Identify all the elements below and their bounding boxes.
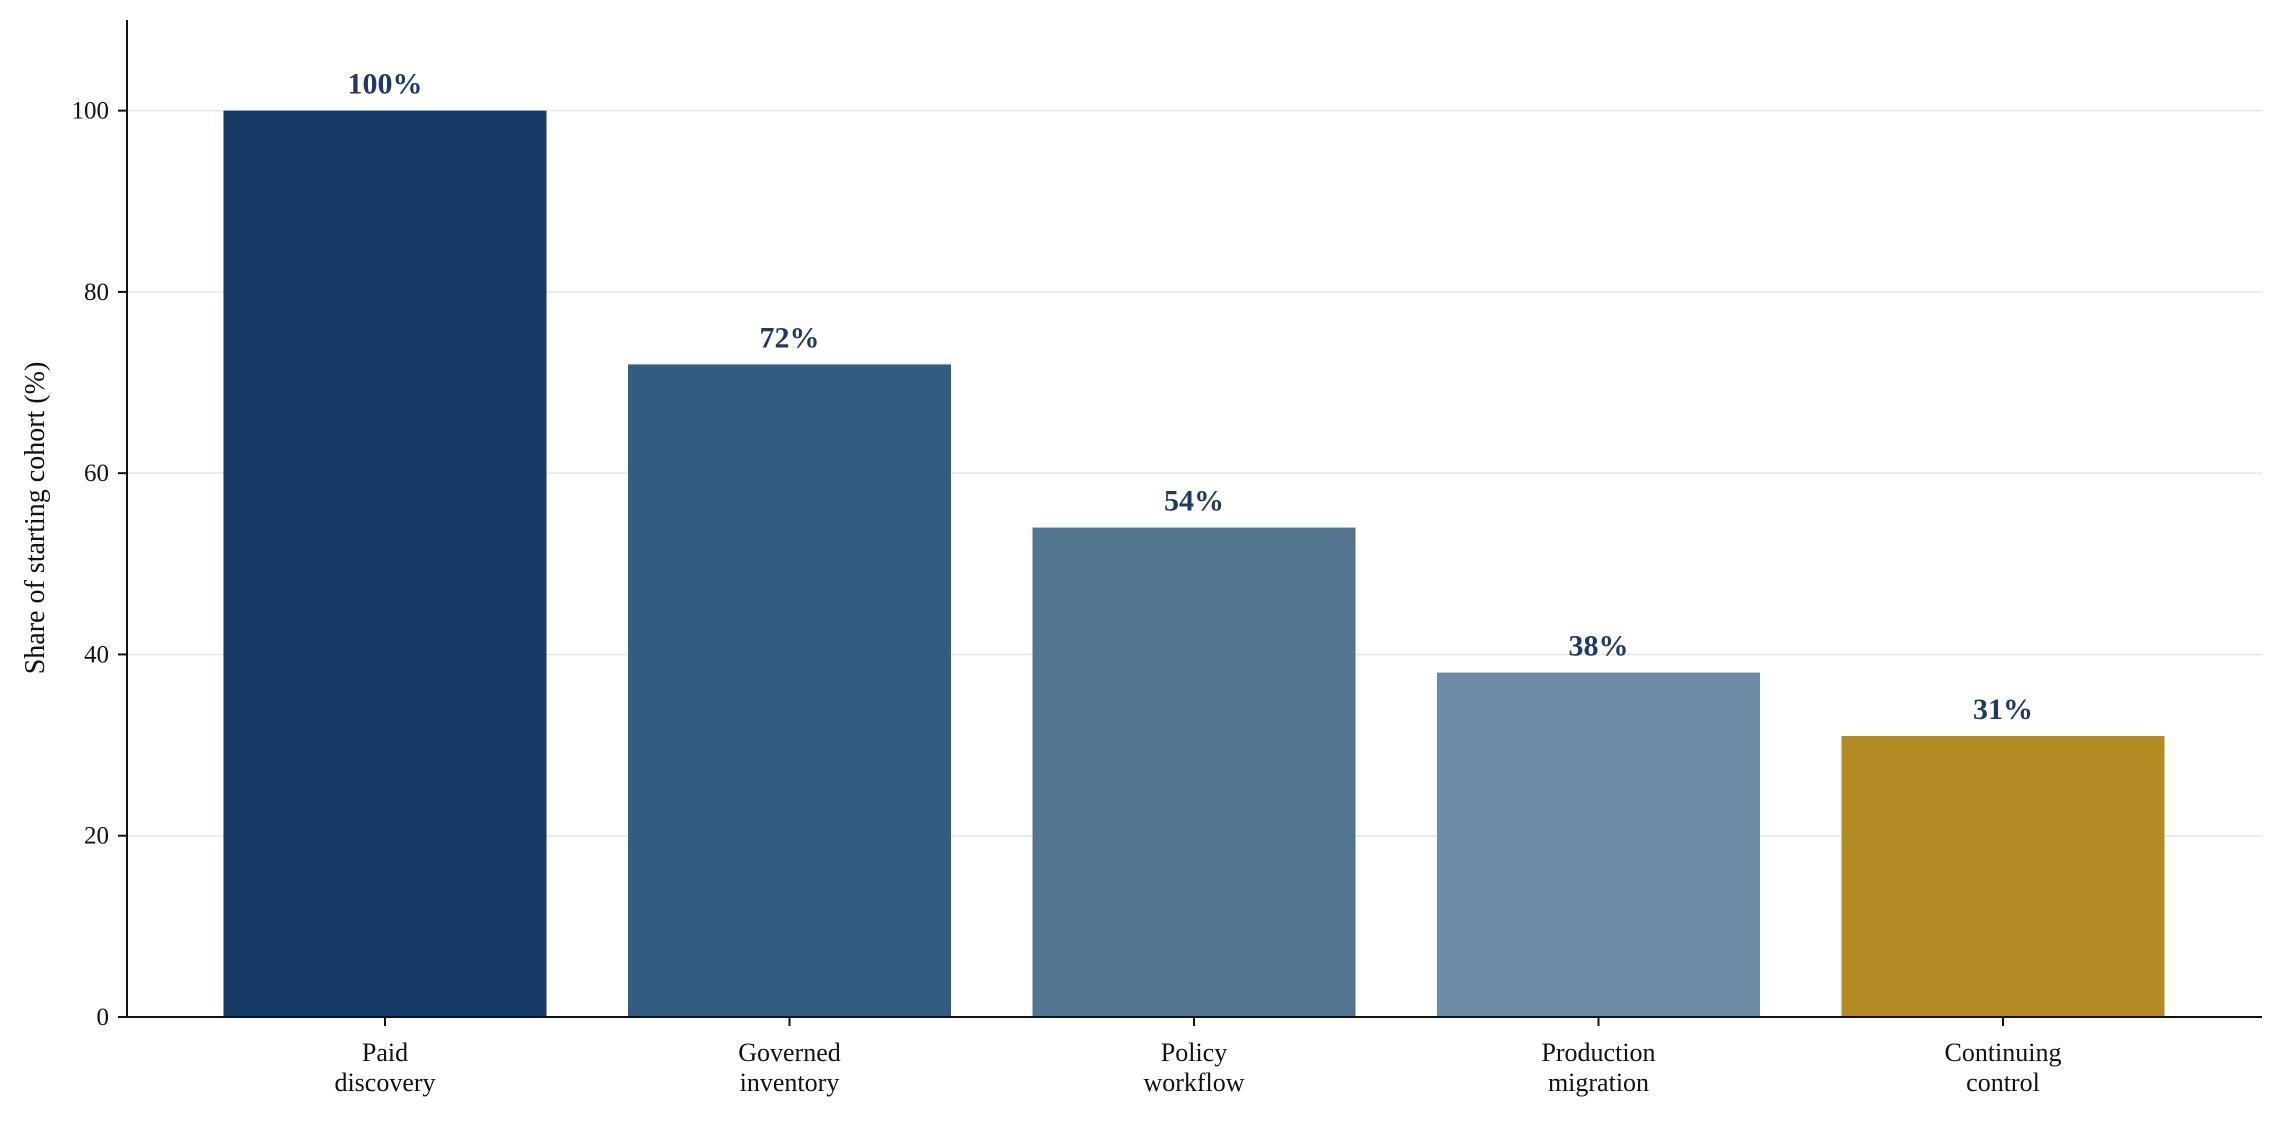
data-label: 31% <box>1973 693 2033 726</box>
y-tick-label: 0 <box>97 1004 110 1031</box>
x-tick-label: migration <box>1548 1068 1649 1097</box>
x-tick-label: Production <box>1541 1038 1655 1067</box>
x-tick-label: discovery <box>334 1068 435 1097</box>
bar-1 <box>628 364 951 1017</box>
y-tick-label: 60 <box>84 460 109 487</box>
data-label: 38% <box>1569 630 1629 663</box>
x-tick-label: inventory <box>740 1068 840 1097</box>
data-labels: 100% 72% 54% 38% 31% <box>348 68 2034 726</box>
x-tick-label: Governed <box>738 1038 841 1067</box>
y-tick-label: 80 <box>84 279 109 306</box>
x-tick-label: Continuing <box>1944 1038 2061 1067</box>
y-tick-label: 40 <box>84 641 109 668</box>
y-tick-label: 100 <box>72 98 110 125</box>
x-tick-label: control <box>1966 1068 2040 1097</box>
x-tick-label: Policy <box>1161 1038 1227 1067</box>
data-label: 72% <box>760 321 820 354</box>
y-axis-title: Share of starting cohort (%) <box>20 362 51 675</box>
bar-0 <box>223 110 547 1018</box>
bar-4 <box>1841 736 2165 1017</box>
x-tick-label: Paid <box>362 1038 408 1067</box>
y-tick-label: 20 <box>84 823 109 850</box>
x-tick-label: workflow <box>1143 1068 1244 1097</box>
data-label: 100% <box>348 68 423 101</box>
data-label: 54% <box>1164 485 1224 518</box>
bars <box>223 110 2165 1018</box>
y-ticks: 0 20 40 60 80 100 <box>72 98 127 1031</box>
bar-3 <box>1437 672 1760 1017</box>
bar-2 <box>1032 527 1356 1017</box>
